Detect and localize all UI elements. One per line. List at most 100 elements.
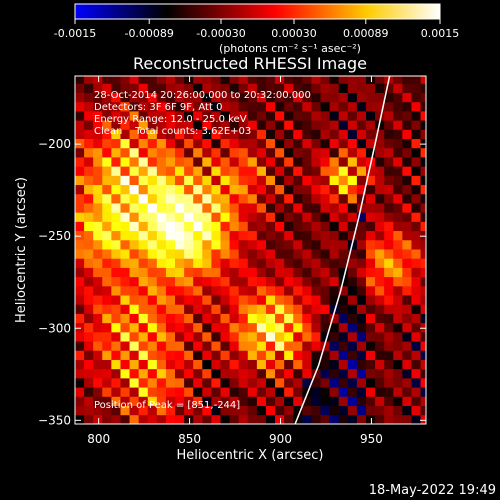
heatmap-cell bbox=[347, 157, 358, 167]
heatmap-cell bbox=[265, 212, 276, 222]
heatmap-cell bbox=[347, 377, 358, 388]
heatmap-cell bbox=[156, 203, 167, 213]
heatmap-cell bbox=[184, 387, 194, 397]
heatmap-cell bbox=[120, 405, 130, 416]
heatmap-cell bbox=[229, 304, 240, 314]
heatmap-cell bbox=[247, 359, 258, 370]
heatmap-cell bbox=[147, 76, 158, 84]
heatmap-cell bbox=[165, 83, 176, 93]
heatmap-cell bbox=[156, 267, 167, 278]
heatmap-cell bbox=[75, 157, 85, 167]
heatmap-cell bbox=[184, 175, 194, 186]
heatmap-cell bbox=[220, 92, 230, 103]
heatmap-cell bbox=[420, 396, 426, 406]
heatmap-cell bbox=[156, 396, 167, 406]
heatmap-cell bbox=[375, 414, 385, 424]
heatmap-cell bbox=[293, 368, 303, 379]
heatmap-cell bbox=[329, 230, 340, 241]
heatmap-cell bbox=[347, 341, 358, 351]
heatmap-cell bbox=[120, 387, 130, 397]
heatmap-cell bbox=[393, 129, 403, 140]
heatmap-cell bbox=[147, 175, 158, 186]
heatmap-cell bbox=[111, 92, 121, 103]
heatmap-cell bbox=[220, 396, 230, 406]
heatmap-cell bbox=[156, 249, 167, 259]
heatmap-cell bbox=[302, 175, 312, 186]
heatmap-cell bbox=[320, 285, 331, 296]
heatmap-cell bbox=[393, 285, 403, 296]
heatmap-cell bbox=[347, 258, 358, 268]
heatmap-cell bbox=[375, 166, 385, 176]
heatmap-cell bbox=[247, 304, 258, 314]
heatmap-cell bbox=[256, 92, 267, 103]
heatmap-cell bbox=[156, 138, 167, 149]
heatmap-cell bbox=[238, 377, 249, 388]
heatmap-cell bbox=[293, 212, 303, 222]
heatmap-cell bbox=[129, 285, 140, 296]
heatmap-cell bbox=[420, 239, 426, 250]
heatmap-cell bbox=[120, 377, 130, 388]
heatmap-cell bbox=[265, 249, 276, 259]
heatmap-cell bbox=[129, 377, 140, 388]
heatmap-cell bbox=[220, 258, 230, 268]
heatmap-cell bbox=[365, 101, 376, 112]
heatmap-cell bbox=[193, 129, 203, 140]
heatmap-cell bbox=[129, 138, 140, 149]
heatmap-cell bbox=[138, 83, 149, 93]
heatmap-cell bbox=[220, 129, 230, 140]
heatmap-cell bbox=[247, 110, 258, 121]
heatmap-cell bbox=[265, 396, 276, 406]
heatmap-cell bbox=[102, 295, 112, 305]
heatmap-cell bbox=[393, 92, 403, 103]
heatmap-cell bbox=[193, 193, 203, 204]
heatmap-cell bbox=[256, 129, 267, 140]
heatmap-cell bbox=[138, 157, 149, 167]
heatmap-cell bbox=[320, 175, 331, 186]
heatmap-cell bbox=[338, 396, 349, 406]
x-axis-label: Heliocentric X (arcsec) bbox=[177, 448, 324, 463]
heatmap-cell bbox=[193, 341, 203, 351]
heatmap-cell bbox=[293, 184, 303, 195]
heatmap-cell bbox=[256, 212, 267, 222]
heatmap-cell bbox=[402, 101, 412, 112]
heatmap-cell bbox=[220, 285, 230, 296]
heatmap-cell bbox=[329, 129, 340, 140]
heatmap-cell bbox=[156, 350, 167, 360]
heatmap-cell bbox=[229, 295, 240, 305]
heatmap-cell bbox=[375, 341, 385, 351]
heatmap-cell bbox=[120, 129, 130, 140]
heatmap-cell bbox=[375, 184, 385, 195]
heatmap-cell bbox=[220, 267, 230, 278]
heatmap-cell bbox=[384, 147, 394, 158]
heatmap-cell bbox=[265, 230, 276, 241]
heatmap-cell bbox=[220, 313, 230, 324]
heatmap-cell bbox=[311, 331, 321, 342]
heatmap-cell bbox=[347, 331, 358, 342]
heatmap-cell bbox=[111, 405, 121, 416]
heatmap-cell bbox=[147, 414, 158, 424]
heatmap-cell bbox=[238, 368, 249, 379]
heatmap-cell bbox=[93, 212, 103, 222]
heatmap-cell bbox=[238, 129, 249, 140]
heatmap-cell bbox=[220, 387, 230, 397]
heatmap-cell bbox=[347, 350, 358, 360]
heatmap-cell bbox=[129, 83, 140, 93]
heatmap-cell bbox=[311, 203, 321, 213]
heatmap-cell bbox=[402, 147, 412, 158]
heatmap-cell bbox=[402, 221, 412, 232]
heatmap-cell bbox=[338, 120, 349, 130]
heatmap-cell bbox=[75, 285, 85, 296]
heatmap-cell bbox=[165, 405, 176, 416]
heatmap-cell bbox=[302, 359, 312, 370]
heatmap-cell bbox=[111, 221, 121, 232]
heatmap-cell bbox=[220, 405, 230, 416]
heatmap-cell bbox=[220, 304, 230, 314]
heatmap-cell bbox=[411, 331, 421, 342]
heatmap-cell bbox=[138, 230, 149, 241]
heatmap-cell bbox=[329, 258, 340, 268]
heatmap-cell bbox=[256, 230, 267, 241]
heatmap-cell bbox=[365, 110, 376, 121]
heatmap-cell bbox=[75, 249, 85, 259]
heatmap-cell bbox=[129, 258, 140, 268]
